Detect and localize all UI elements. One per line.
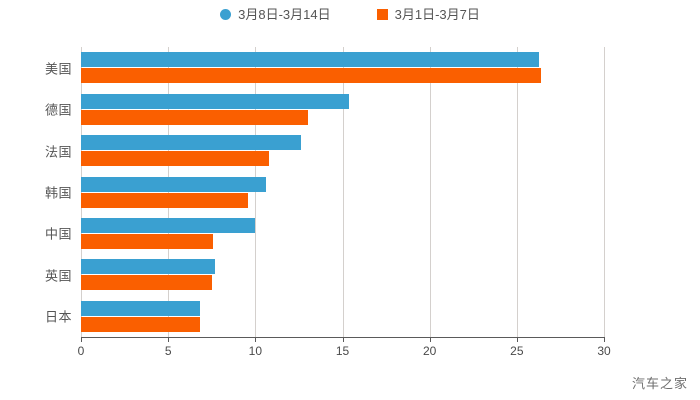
gridline bbox=[516, 47, 518, 337]
x-tick-label: 5 bbox=[164, 344, 172, 358]
bar[interactable] bbox=[81, 217, 256, 233]
bar[interactable] bbox=[81, 233, 214, 249]
x-tick-label: 10 bbox=[248, 344, 263, 358]
bar[interactable] bbox=[81, 259, 216, 275]
legend-item-series-b[interactable]: 3月1日-3月7日 bbox=[376, 7, 480, 22]
bar[interactable] bbox=[81, 300, 200, 316]
legend-label-series-b: 3月1日-3月7日 bbox=[394, 7, 480, 22]
bar[interactable] bbox=[81, 135, 301, 151]
bar[interactable] bbox=[81, 68, 542, 84]
category-label: 中国 bbox=[44, 226, 72, 242]
watermark: 汽车之家 bbox=[631, 376, 688, 391]
gridline bbox=[255, 47, 257, 337]
x-tick-label: 0 bbox=[77, 344, 85, 358]
bar[interactable] bbox=[81, 176, 266, 192]
bar[interactable] bbox=[81, 93, 350, 109]
category-label: 日本 bbox=[44, 309, 72, 325]
gridline bbox=[342, 47, 344, 337]
gridline bbox=[429, 47, 431, 337]
x-tick-mark bbox=[81, 337, 82, 342]
bar[interactable] bbox=[81, 192, 249, 208]
plot-area: 0 5 10 15 20 25 30 bbox=[78, 47, 611, 358]
bar[interactable] bbox=[81, 151, 270, 167]
square-marker-icon bbox=[376, 9, 388, 20]
category-label: 法国 bbox=[44, 144, 72, 160]
x-tick-label: 30 bbox=[597, 344, 611, 358]
category-label: 韩国 bbox=[44, 185, 72, 201]
category-label: 德国 bbox=[44, 102, 72, 118]
legend-label-series-a: 3月8日-3月14日 bbox=[238, 7, 331, 22]
bar[interactable] bbox=[81, 275, 212, 291]
x-tick-mark bbox=[255, 337, 257, 342]
bar[interactable] bbox=[81, 109, 308, 125]
bar[interactable] bbox=[81, 316, 200, 332]
x-tick-label: 20 bbox=[422, 344, 437, 358]
x-tick-mark bbox=[168, 337, 170, 342]
gridline bbox=[604, 47, 605, 337]
bar[interactable] bbox=[81, 52, 540, 68]
x-tick-mark bbox=[429, 337, 431, 342]
x-tick-mark bbox=[342, 337, 344, 342]
x-tick-mark bbox=[604, 337, 605, 342]
circle-marker-icon bbox=[220, 9, 232, 20]
x-tick-label: 25 bbox=[510, 344, 524, 358]
x-tick-mark bbox=[516, 337, 518, 342]
chart-legend: 3月8日-3月14日 3月1日-3月7日 bbox=[0, 8, 700, 21]
x-tick-label: 15 bbox=[335, 344, 350, 358]
y-axis-line bbox=[81, 47, 82, 337]
legend-item-series-a[interactable]: 3月8日-3月14日 bbox=[220, 7, 331, 22]
gridline bbox=[168, 47, 170, 337]
category-label: 美国 bbox=[44, 61, 72, 77]
category-label: 英国 bbox=[44, 268, 72, 284]
